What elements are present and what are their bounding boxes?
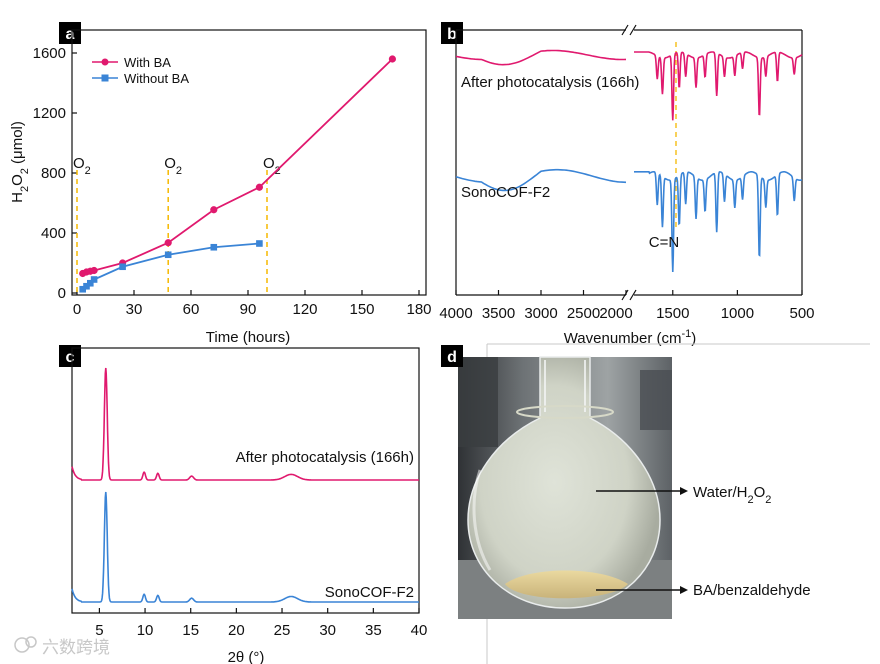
panel-a-xtick-label: 30 [126,301,143,318]
panel-a-legend: With BA Without BA [92,55,189,86]
panel-b-xtick-label: 1000 [721,305,754,322]
panel-a-o2-label: O2 [164,155,182,177]
panel-a-xtick-label: 180 [406,301,431,318]
panel-a-ytick-label: 0 [58,285,66,302]
panel-c-xtick-label: 10 [137,622,154,639]
panel-d-letter-box [441,345,463,367]
panel-c-xtick-label: 25 [274,622,291,639]
panel-b-xtick-label: 500 [789,305,814,322]
panel-a-ylabel: H2O2 (μmol) [9,121,31,203]
panel-a-point [83,282,90,290]
panel-b-xlabel: Wavenumber (cm-1) [564,328,697,347]
panel-b-xtick-label: 1500 [656,305,689,322]
panel-c-xtick-label: 5 [95,622,103,639]
panel-a-o2-label: O2 [263,155,281,177]
panel-a-ytick-label: 1200 [33,105,66,122]
panel-c-xlabel: 2θ (°) [228,649,265,664]
panel-a-xlabel: Time (hours) [206,329,290,346]
panel-b-letter-box [441,22,463,44]
panel-a-ytick-label: 400 [41,225,66,242]
panel-a-letter-box [59,22,81,44]
legend-with-ba-label: With BA [124,55,171,70]
panel-b-series [455,49,803,273]
panel-c-bottom-label: SonoCOF-F2 [325,584,414,601]
panel-b-xtick-label: 2000 [599,305,632,322]
panel-b-letter: b [447,26,457,43]
flask-photo [458,356,672,619]
panel-a-ytick-label: 800 [41,165,66,182]
panel-c-top-label: After photocatalysis (166h) [236,449,414,466]
panel-b-sonocof-spectrum-fingerprint [634,171,803,273]
panel-c-axis-ticks: 5 10 15 20 25 30 35 40 [95,608,427,639]
panel-a-point [256,240,263,247]
panel-b-xtick-label: 2500 [567,305,600,322]
panel-a-point [87,279,94,287]
sediment-layer [505,570,628,599]
panel-c-xtick-label: 20 [228,622,245,639]
panel-b-xtick-label: 4000 [439,305,472,322]
panel-a-point [79,285,86,293]
panel-a-ytick-label: 1600 [33,45,66,62]
panel-c-xtick-label: 15 [182,622,199,639]
arrow-water-head [680,487,688,495]
panel-b-axis-ticks: 4000 3500 3000 2500 2000 1500 1000 500 [439,290,815,322]
panel-a-point [210,206,218,214]
watermark-text: 六数跨境 [42,638,110,657]
panel-b-top-label: After photocatalysis (166h) [461,74,639,91]
panel-a-xtick-label: 90 [240,301,257,318]
panel-b-xtick-label: 3000 [524,305,557,322]
panel-c-xtick-label: 30 [319,622,336,639]
panel-a-o2-label: O2 [73,155,91,177]
panel-d-letter: d [447,349,457,366]
legend-without-ba-marker [101,74,109,82]
panel-a-xtick-label: 60 [183,301,200,318]
legend-without-ba-label: Without BA [124,71,189,86]
panel-a-xtick-label: 120 [292,301,317,318]
panel-a-point [388,55,396,63]
panel-a-point [164,251,172,259]
panel-b-xtick-label: 3500 [482,305,515,322]
panel-a-point [90,266,98,275]
panel-b-chart: b 4000 3500 3000 2500 2000 1500 1000 500 After … [439,22,815,347]
panel-c-xtick-label: 40 [411,622,428,639]
panel-c-letter: c [66,349,75,366]
panel-a-axis-ticks: 0 30 60 90 120 150 180 0 400 800 1200 1600 [33,45,432,318]
panel-a-xtick-label: 0 [73,301,81,318]
panel-b-after-spectrum-fingerprint [634,51,803,121]
panel-b-cn-label: C=N [649,234,679,251]
panel-b-after-spectrum-high-range [455,49,627,66]
panel-a-point [119,263,126,271]
arrow-ba-head [680,586,688,594]
panel-d-label-ba: BA/benzaldehyde [693,582,811,599]
panel-b-sonocof-spectrum-high-range [455,168,627,192]
panel-d-label-water: Water/H2O2 [693,484,771,506]
panel-a-series [79,55,396,293]
panel-c-letter-box [59,345,81,367]
panel-a-o2-markers: O2 O2 O2 [73,155,281,295]
panel-d-photo: Water/H2O2 BA/benzaldehyde d [441,343,870,664]
panel-a-letter: a [66,26,75,43]
panel-a-frame [71,29,427,296]
panel-a-xtick-label: 150 [349,301,374,318]
panel-c-xtick-label: 35 [365,622,382,639]
panel-a-point [255,183,263,191]
panel-c-series [71,367,419,603]
panel-c-chart: c 5 10 15 20 25 30 35 40 After photocatalysis (… [59,345,427,664]
panel-a-point [164,239,172,247]
panel-c-after-pattern [71,367,419,481]
panel-b-bottom-label: SonoCOF-F2 [461,184,550,201]
watermark: 六数跨境 [14,636,110,657]
panel-c-sonocof-pattern [71,491,419,603]
panel-a-point [90,276,98,283]
panel-a-line-with-ba [82,58,394,275]
panel-b-axis-break [621,24,637,301]
panel-a-point [210,243,218,251]
legend-with-ba-marker [101,58,109,66]
